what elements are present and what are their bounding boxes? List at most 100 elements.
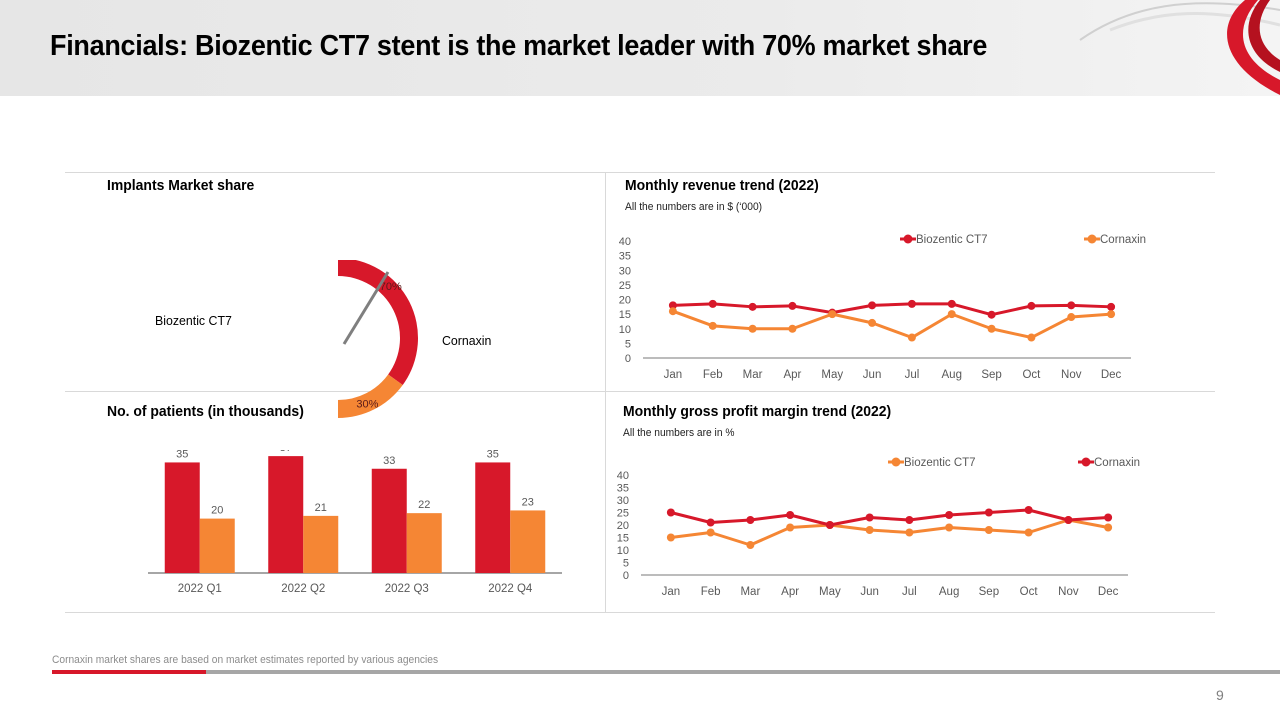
- x-tick-label: Dec: [1101, 369, 1122, 381]
- bar-data-label: 35: [487, 450, 499, 460]
- x-tick-label: Feb: [701, 586, 721, 598]
- data-point-biozentic-ct7: [668, 301, 677, 310]
- data-point-cornaxin: [828, 310, 837, 319]
- x-tick-label: Sep: [981, 369, 1001, 381]
- market-share-label-cornaxin: Cornaxin: [442, 333, 492, 348]
- legend-marker-biozentic-ct7: [903, 234, 913, 244]
- x-tick-label: May: [821, 369, 843, 381]
- data-point-biozentic-ct7: [868, 301, 877, 310]
- y-tick-label: 15: [617, 533, 629, 545]
- bar-data-label: 23: [522, 496, 534, 508]
- data-point-cornaxin: [1027, 333, 1036, 342]
- series-line-biozentic-ct7: [672, 302, 1112, 317]
- y-tick-label: 25: [617, 508, 629, 520]
- grid-line-middle: [65, 391, 1215, 392]
- data-point-cornaxin: [905, 516, 914, 524]
- y-tick-label: 40: [619, 236, 631, 248]
- donut-slice-biozentic-ct7: [338, 260, 418, 386]
- data-point-cornaxin: [987, 324, 996, 333]
- bar-data-label: 37: [280, 450, 292, 454]
- x-tick-label: Apr: [783, 369, 801, 381]
- bar-data-label: 22: [418, 499, 430, 511]
- legend-marker-cornaxin: [1081, 457, 1091, 467]
- footer-bar: [52, 670, 1280, 674]
- data-point-biozentic-ct7: [1104, 523, 1113, 532]
- x-tick-label: 2022 Q4: [488, 583, 533, 595]
- bar-cornaxin: [199, 518, 235, 573]
- bar-biozentic-ct7: [268, 456, 304, 573]
- bar-data-label: 20: [211, 505, 223, 517]
- x-tick-label: Jan: [664, 369, 683, 381]
- series-line-biozentic-ct7: [670, 518, 1109, 547]
- y-tick-label: 30: [617, 495, 629, 507]
- data-point-biozentic-ct7: [865, 526, 874, 534]
- y-tick-label: 30: [619, 265, 631, 277]
- y-tick-label: 0: [625, 353, 631, 365]
- bar-biozentic-ct7: [164, 462, 200, 573]
- slide-title: Financials: Biozentic CT7 stent is the m…: [50, 30, 988, 62]
- market-share-title: Implants Market share: [107, 177, 255, 194]
- x-tick-label: 2022 Q1: [178, 583, 222, 595]
- x-tick-label: Oct: [1022, 369, 1041, 381]
- data-point-biozentic-ct7: [786, 523, 795, 532]
- y-tick-label: 5: [625, 338, 631, 350]
- x-tick-label: Aug: [942, 369, 962, 381]
- data-point-biozentic-ct7: [708, 299, 717, 308]
- data-point-cornaxin: [825, 521, 834, 529]
- data-point-cornaxin: [708, 321, 717, 330]
- x-tick-label: Jun: [860, 586, 879, 598]
- series-line-cornaxin: [670, 508, 1109, 527]
- grid-line-top: [65, 172, 1215, 173]
- data-point-cornaxin: [1104, 513, 1113, 522]
- x-tick-label: Apr: [781, 586, 799, 598]
- data-point-biozentic-ct7: [984, 526, 993, 534]
- bar-data-label: 35: [176, 450, 188, 460]
- x-tick-label: 2022 Q2: [281, 583, 325, 595]
- data-point-cornaxin: [1107, 310, 1116, 319]
- brand-swoosh: [1079, 0, 1280, 95]
- slide-header: Financials: Biozentic CT7 stent is the m…: [0, 0, 1280, 96]
- donut-needle: [342, 271, 390, 345]
- margin-title: Monthly gross profit margin trend (2022): [623, 403, 892, 420]
- x-tick-label: Mar: [743, 369, 763, 381]
- bar-biozentic-ct7: [475, 462, 511, 573]
- market-share-chart: 70% 30%: [338, 260, 418, 418]
- y-tick-label: 35: [619, 251, 631, 263]
- data-point-cornaxin: [865, 513, 874, 522]
- y-tick-label: 20: [617, 520, 629, 532]
- x-tick-label: Feb: [703, 369, 723, 381]
- bar-data-label: 21: [315, 502, 327, 514]
- data-point-biozentic-ct7: [947, 299, 956, 308]
- y-tick-label: 0: [623, 570, 629, 582]
- data-point-biozentic-ct7: [945, 523, 954, 532]
- x-tick-label: Jul: [905, 369, 920, 381]
- data-point-cornaxin: [868, 318, 877, 327]
- data-point-cornaxin: [1067, 313, 1076, 322]
- page-number: 9: [1216, 687, 1224, 703]
- data-point-biozentic-ct7: [905, 528, 914, 537]
- data-point-biozentic-ct7: [1067, 301, 1076, 310]
- y-tick-label: 35: [617, 483, 629, 495]
- y-tick-label: 10: [617, 545, 629, 557]
- x-tick-label: Mar: [740, 586, 760, 598]
- data-point-cornaxin: [786, 511, 795, 519]
- series-line-cornaxin: [672, 309, 1112, 340]
- data-point-biozentic-ct7: [1024, 528, 1033, 537]
- data-point-biozentic-ct7: [746, 541, 755, 549]
- grid-line-vertical: [605, 172, 606, 612]
- data-point-biozentic-ct7: [706, 528, 715, 537]
- data-point-biozentic-ct7: [907, 299, 916, 308]
- footer-bar-accent: [52, 670, 206, 674]
- data-point-biozentic-ct7: [788, 301, 797, 310]
- bar-cornaxin: [406, 513, 442, 573]
- y-tick-label: 25: [619, 280, 631, 292]
- legend-label-biozentic-ct7: Biozentic CT7: [916, 234, 988, 246]
- data-point-cornaxin: [1024, 506, 1033, 514]
- revenue-chart: 0 5 10 15 20 25 30 35 40 Jan Feb Mar Apr May Jun Jul Aug…: [619, 234, 1146, 381]
- x-tick-label: Aug: [939, 586, 959, 598]
- data-point-biozentic-ct7: [1027, 301, 1036, 310]
- data-point-cornaxin: [668, 307, 677, 316]
- donut-data-label: 70%: [380, 281, 402, 293]
- data-point-cornaxin: [1064, 516, 1073, 524]
